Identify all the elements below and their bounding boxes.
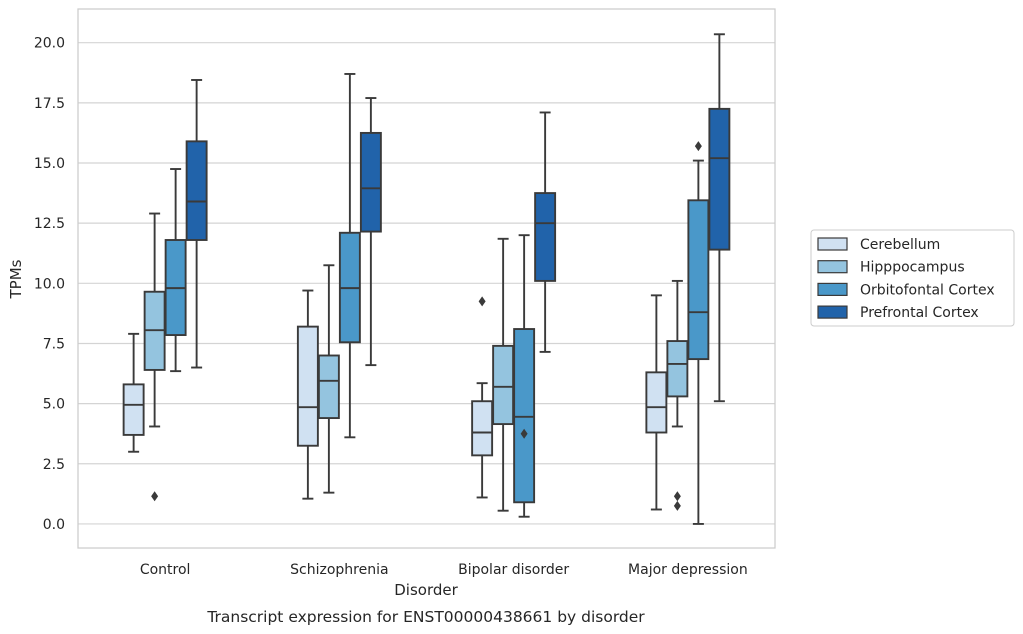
box-orbitofontal-cortex bbox=[513, 234, 536, 518]
outlier-point bbox=[151, 491, 159, 502]
x-tick-label: Schizophrenia bbox=[290, 562, 388, 578]
legend: Cerebellum Hipppocampus Orbitofontal Corte… bbox=[810, 229, 1015, 327]
box-prefrontal-cortex bbox=[708, 33, 731, 403]
x-tick-labels: Control Schizophrenia Bipolar disorder Majo… bbox=[140, 562, 748, 578]
outlier-point bbox=[694, 141, 702, 152]
iqr-box bbox=[645, 371, 668, 434]
y-tick-label: 7.5 bbox=[43, 336, 65, 352]
y-tick-label: 15.0 bbox=[34, 156, 65, 172]
y-tick-label: 17.5 bbox=[34, 96, 65, 112]
legend-label: Orbitofontal Cortex bbox=[860, 282, 995, 298]
iqr-box bbox=[666, 340, 689, 398]
outlier-point bbox=[673, 491, 681, 502]
y-tick-label: 0.0 bbox=[43, 517, 65, 533]
chart-caption: Transcript expression for ENST0000043866… bbox=[206, 608, 645, 626]
iqr-box bbox=[296, 325, 319, 447]
box-cerebellum bbox=[471, 296, 494, 499]
x-tick-label: Major depression bbox=[628, 562, 748, 578]
legend-label: Cerebellum bbox=[860, 237, 940, 253]
box-hipppocampus bbox=[143, 212, 166, 502]
y-tick-labels: 0.0 2.5 5.0 7.5 10.0 12.5 15.0 17.5 20.0 bbox=[34, 36, 65, 533]
plot-frame bbox=[77, 8, 776, 549]
legend-label: Hipppocampus bbox=[860, 260, 965, 276]
iqr-box bbox=[185, 140, 208, 241]
x-tick-label: Bipolar disorder bbox=[458, 562, 569, 578]
box-prefrontal-cortex bbox=[534, 111, 557, 353]
y-tick-label: 5.0 bbox=[43, 397, 65, 413]
plot-area bbox=[78, 9, 775, 548]
iqr-box bbox=[708, 107, 731, 251]
iqr-box bbox=[317, 354, 340, 420]
iqr-box bbox=[359, 131, 382, 233]
box-prefrontal-cortex bbox=[359, 97, 382, 367]
box-orbitofontal-cortex bbox=[164, 168, 187, 373]
box-prefrontal-cortex bbox=[185, 79, 208, 369]
x-tick-label: Control bbox=[140, 562, 191, 578]
box-cerebellum bbox=[645, 294, 668, 511]
legend-swatch bbox=[817, 237, 848, 251]
legend-swatch bbox=[817, 282, 848, 296]
y-tick-label: 12.5 bbox=[34, 216, 65, 232]
box-hipppocampus bbox=[666, 279, 689, 511]
y-tick-label: 20.0 bbox=[34, 36, 65, 52]
box-orbitofontal-cortex bbox=[338, 73, 361, 439]
outlier-point bbox=[478, 296, 486, 307]
box-series bbox=[122, 33, 731, 525]
iqr-box bbox=[687, 199, 710, 361]
iqr-box bbox=[534, 192, 557, 282]
legend-swatch bbox=[817, 260, 848, 274]
legend-frame bbox=[810, 229, 1015, 327]
box-orbitofontal-cortex bbox=[687, 141, 710, 525]
iqr-box bbox=[471, 400, 494, 457]
box-cerebellum bbox=[122, 332, 145, 453]
box-cerebellum bbox=[296, 289, 319, 500]
y-tick-label: 2.5 bbox=[43, 457, 65, 473]
y-axis-title: TPMs bbox=[7, 259, 25, 299]
x-axis-title: Disorder bbox=[394, 581, 458, 599]
iqr-box bbox=[122, 383, 145, 436]
legend-label: Prefrontal Cortex bbox=[860, 305, 979, 321]
y-tick-label: 10.0 bbox=[34, 276, 65, 292]
outlier-point bbox=[520, 428, 528, 439]
iqr-box bbox=[513, 328, 536, 504]
legend-swatch bbox=[817, 305, 848, 319]
box-hipppocampus bbox=[317, 264, 340, 494]
box-hipppocampus bbox=[492, 237, 515, 512]
iqr-box bbox=[492, 344, 515, 426]
grid-lines bbox=[78, 42, 775, 525]
outlier-point bbox=[673, 500, 681, 511]
